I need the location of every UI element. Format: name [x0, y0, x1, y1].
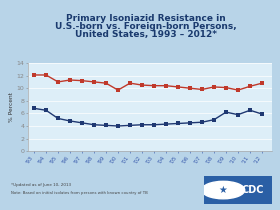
Text: ★: ★ — [219, 185, 228, 195]
Text: Primary Isoniazid Resistance in: Primary Isoniazid Resistance in — [66, 14, 225, 23]
Text: U.S.-born vs. Foreign-born Persons,: U.S.-born vs. Foreign-born Persons, — [55, 22, 236, 31]
Text: *Updated as of June 10, 2013: *Updated as of June 10, 2013 — [11, 183, 71, 187]
Text: United States, 1993 – 2012*: United States, 1993 – 2012* — [74, 30, 217, 39]
Circle shape — [202, 181, 245, 199]
Y-axis label: % Percent: % Percent — [9, 92, 14, 122]
Text: Note: Based on initial isolates from persons with known country of TB: Note: Based on initial isolates from per… — [11, 191, 148, 195]
Text: CDC: CDC — [242, 185, 264, 195]
